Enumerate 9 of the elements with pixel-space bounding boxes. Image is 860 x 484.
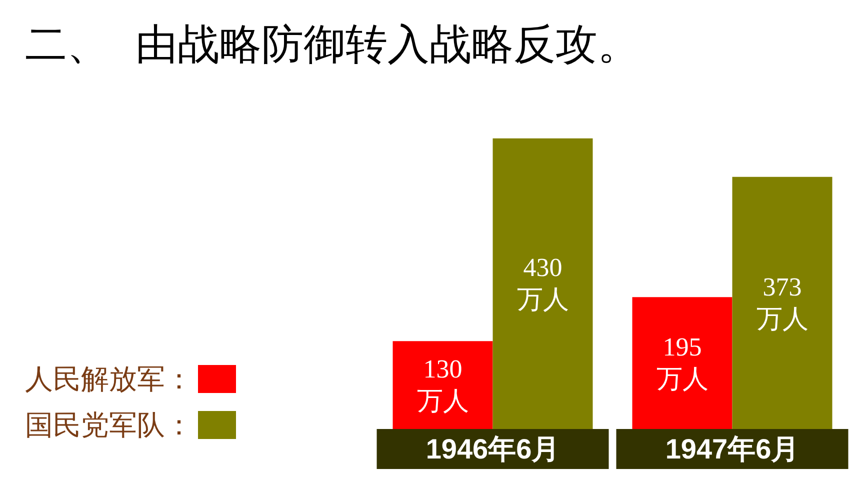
data-label: 195 万人	[656, 332, 708, 394]
x-tick-label: 1947年6月	[665, 434, 800, 464]
data-label: 130 万人	[416, 354, 469, 416]
legend-label: 人民解放军：	[25, 362, 193, 396]
chart-title: 二、 由战略防御转入战略反攻。	[25, 20, 640, 68]
legend-label: 国民党军队：	[25, 408, 193, 442]
x-tick-label: 1946年6月	[426, 434, 560, 464]
data-label: 430 万人	[516, 253, 569, 314]
data-label: 373 万人	[756, 272, 808, 334]
